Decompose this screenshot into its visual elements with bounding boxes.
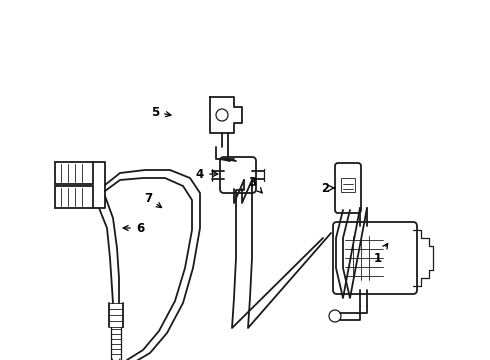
Text: 4: 4 xyxy=(196,167,218,180)
Bar xyxy=(55,162,93,184)
FancyBboxPatch shape xyxy=(333,222,417,294)
Text: 1: 1 xyxy=(374,243,388,265)
FancyBboxPatch shape xyxy=(335,163,361,213)
Text: 5: 5 xyxy=(151,105,171,118)
Text: 6: 6 xyxy=(123,221,144,234)
Bar xyxy=(55,186,93,208)
Bar xyxy=(341,178,355,192)
Text: 3: 3 xyxy=(248,175,262,193)
Text: 2: 2 xyxy=(321,181,335,194)
Text: 7: 7 xyxy=(144,192,162,208)
FancyBboxPatch shape xyxy=(220,157,256,193)
